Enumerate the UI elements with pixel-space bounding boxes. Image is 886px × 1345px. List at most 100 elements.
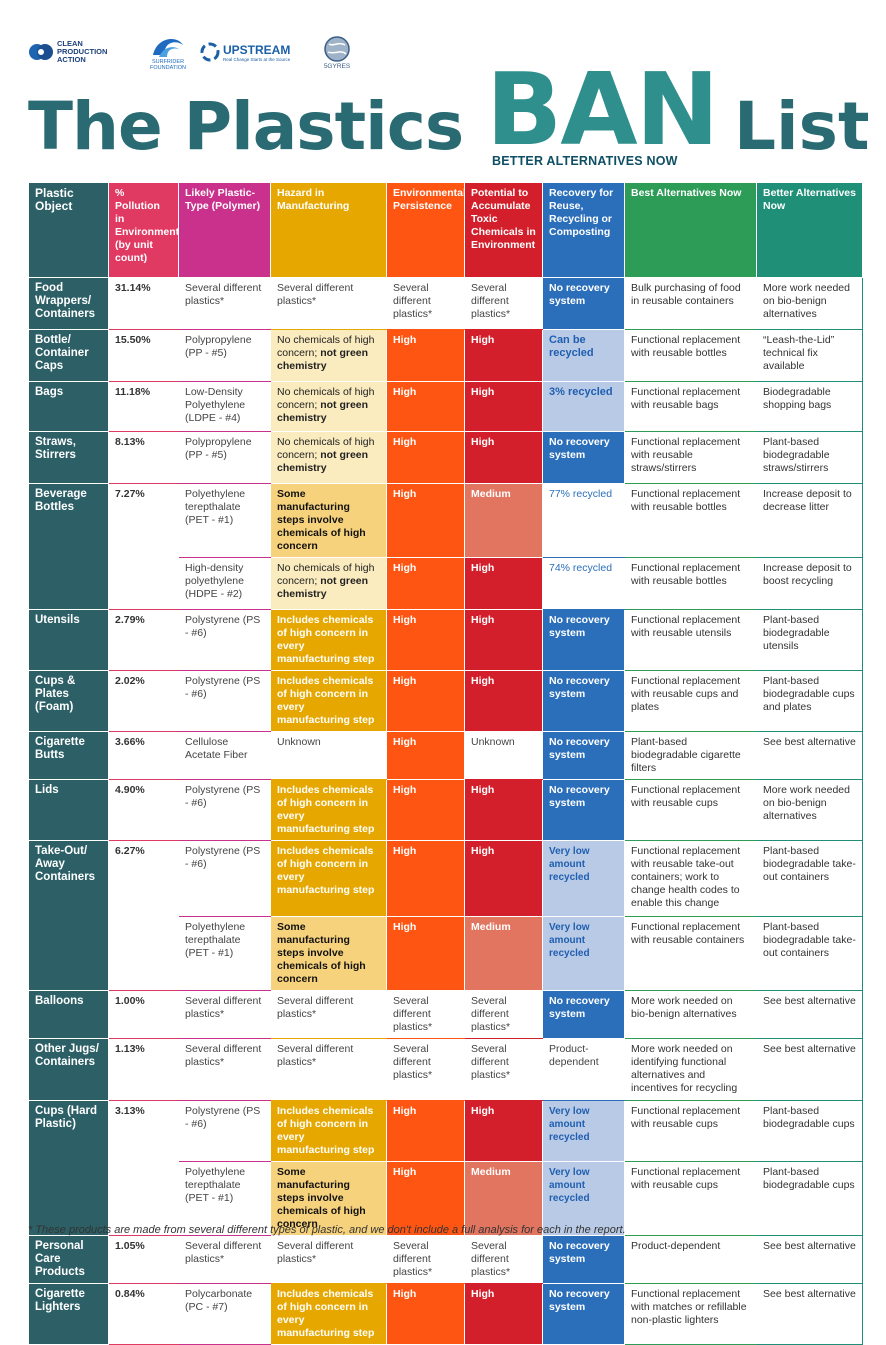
hazard-emphasis: not green chemistry <box>277 399 369 424</box>
table-row: Polyethylene terepthalate (PET - #1) Som… <box>29 1161 863 1236</box>
table-header-row: Plastic Object % Pollution in Environmen… <box>28 182 863 278</box>
persistence-cell: Several different plastics* <box>386 990 465 1039</box>
table-row: Cups & Plates (Foam) 2.02% Polystyrene (… <box>28 670 863 732</box>
header-pollution: % Pollution in Environment (by unit coun… <box>108 182 179 278</box>
partner-logos: CLEAN PRODUCTION ACTION SURFRIDER FOUNDA… <box>28 26 368 78</box>
toxic-cell: Several different plastics* <box>464 277 543 330</box>
object-cell: Cigarette Lighters <box>28 1283 109 1345</box>
object-cell: Utensils <box>28 609 109 671</box>
hazard-cell: No chemicals of high concern; not green … <box>270 381 387 432</box>
upstream-logo: UPSTREAM Real Change Starts at the Sourc… <box>200 26 312 78</box>
best-cell: More work needed on identifying function… <box>624 1038 757 1101</box>
pollution-cell: 4.90% <box>108 779 179 841</box>
persistence-cell: Several different plastics* <box>386 277 465 330</box>
toxic-cell: High <box>464 329 543 382</box>
better-cell: Plant-based biodegradable cups <box>756 1100 863 1162</box>
better-cell: “Leash-the-Lid” technical fix available <box>756 329 863 382</box>
ban-list-table: Plastic Object % Pollution in Environmen… <box>28 182 863 1345</box>
title-ban: BAN <box>486 51 719 168</box>
persistence-cell: High <box>386 483 465 558</box>
table-row: Bottle/ Container Caps 15.50% Polypropyl… <box>28 329 863 382</box>
pollution-cell: 15.50% <box>108 329 179 382</box>
better-cell: Plant-based biodegradable utensils <box>756 609 863 671</box>
type-cell: Polystyrene (PS - #6) <box>178 779 271 841</box>
pollution-cell: 2.79% <box>108 609 179 671</box>
toxic-cell: Unknown <box>464 731 543 780</box>
footnote: * These products are made from several d… <box>28 1224 626 1236</box>
toxic-cell: High <box>464 431 543 484</box>
better-cell: Biodegradable shopping bags <box>756 381 863 432</box>
pollution-cell: 1.05% <box>108 1235 179 1284</box>
persistence-cell: High <box>386 731 465 780</box>
header-object: Plastic Object <box>28 182 109 278</box>
best-cell: Functional replacement with reusable cup… <box>624 779 757 841</box>
hazard-text: No chemicals of high concern; <box>277 562 375 587</box>
title-banner: The Plastics BAN List <box>28 56 870 168</box>
hazard-cell: Unknown <box>270 731 387 780</box>
persistence-cell: High <box>386 431 465 484</box>
persistence-cell: Several different plastics* <box>386 1235 465 1284</box>
table-row: Take-Out/ Away Containers 6.27% Polystyr… <box>28 840 863 991</box>
toxic-cell: Medium <box>464 1161 543 1236</box>
hazard-cell: Several different plastics* <box>270 990 387 1039</box>
better-cell: Plant-based biodegradable take-out conta… <box>756 916 863 991</box>
object-cell: Cups & Plates (Foam) <box>28 670 109 732</box>
better-cell: See best alternative <box>756 1235 863 1284</box>
pollution-cell: 8.13% <box>108 431 179 484</box>
persistence-cell: High <box>386 670 465 732</box>
toxic-cell: High <box>464 609 543 671</box>
better-cell: See best alternative <box>756 990 863 1039</box>
recovery-cell: No recovery system <box>542 990 625 1039</box>
toxic-cell: High <box>464 779 543 841</box>
better-cell: Plant-based biodegradable cups and plate… <box>756 670 863 732</box>
toxic-cell: Several different plastics* <box>464 990 543 1039</box>
best-cell: Functional replacement with reusable bag… <box>624 381 757 432</box>
toxic-cell: High <box>464 1100 543 1162</box>
best-cell: Functional replacement with reusable bot… <box>624 557 757 610</box>
table-row: Personal Care Products 1.05% Several dif… <box>28 1235 863 1284</box>
header-persistence: Environmental Persistence <box>386 182 465 278</box>
title-list: List <box>734 88 870 165</box>
hazard-cell: No chemicals of high concern; not green … <box>270 431 387 484</box>
recovery-cell: No recovery system <box>542 779 625 841</box>
type-cell: Several different plastics* <box>178 1038 271 1101</box>
upstream-tagline: Real Change Starts at the Source <box>223 56 291 62</box>
table-row: Polyethylene terepthalate (PET - #1) Som… <box>29 916 863 991</box>
header-better: Better Alternatives Now <box>756 182 863 278</box>
hazard-cell: Several different plastics* <box>270 1038 387 1101</box>
pollution-cell: 11.18% <box>108 381 179 432</box>
type-cell: Polystyrene (PS - #6) <box>178 609 271 671</box>
5gyres-logo: 5GYRES <box>312 26 362 78</box>
object-cell: Straws, Stirrers <box>28 431 109 484</box>
type-cell: Polypropylene (PP - #5) <box>178 431 271 484</box>
table-row: Other Jugs/ Containers 1.13% Several dif… <box>28 1038 863 1101</box>
upstream-logo-text: UPSTREAM <box>223 42 291 57</box>
best-cell: Bulk purchasing of food in reusable cont… <box>624 277 757 330</box>
best-cell: Functional replacement with reusable cup… <box>624 670 757 732</box>
persistence-cell: High <box>386 1161 465 1236</box>
table-row: Utensils 2.79% Polystyrene (PS - #6) Inc… <box>28 609 863 671</box>
recovery-cell: No recovery system <box>542 1235 625 1284</box>
object-cell: Lids <box>28 779 109 841</box>
object-cell: Bags <box>28 381 109 432</box>
cpa-logo-text: CLEAN PRODUCTION ACTION <box>57 39 108 64</box>
better-cell: More work needed on bio-benign alternati… <box>756 779 863 841</box>
pollution-cell: 3.66% <box>108 731 179 780</box>
type-cell: Polystyrene (PS - #6) <box>178 1100 271 1162</box>
type-cell: Polypropylene (PP - #5) <box>178 329 271 382</box>
table-row: Cigarette Butts 3.66% Cellulose Acetate … <box>28 731 863 780</box>
table-row: Lids 4.90% Polystyrene (PS - #6) Include… <box>28 779 863 841</box>
hazard-cell: Some manufacturing steps involve chemica… <box>270 483 387 558</box>
hazard-emphasis: not green chemistry <box>277 449 369 474</box>
hazard-text: No chemicals of high concern; <box>277 334 375 359</box>
better-cell: Plant-based biodegradable cups <box>756 1161 863 1236</box>
hazard-cell: Several different plastics* <box>270 1235 387 1284</box>
hazard-emphasis: not green chemistry <box>277 347 369 372</box>
best-cell: Functional replacement with reusable bot… <box>624 329 757 382</box>
header-toxic: Potential to Accumulate Toxic Chemicals … <box>464 182 543 278</box>
hazard-emphasis: not green chemistry <box>277 575 369 600</box>
persistence-cell: High <box>386 916 465 991</box>
hazard-cell: Includes chemicals of high concern in ev… <box>270 840 387 917</box>
table-row: Balloons 1.00% Several different plastic… <box>28 990 863 1039</box>
surfrider-logo: SURFRIDER FOUNDATION <box>140 26 196 78</box>
